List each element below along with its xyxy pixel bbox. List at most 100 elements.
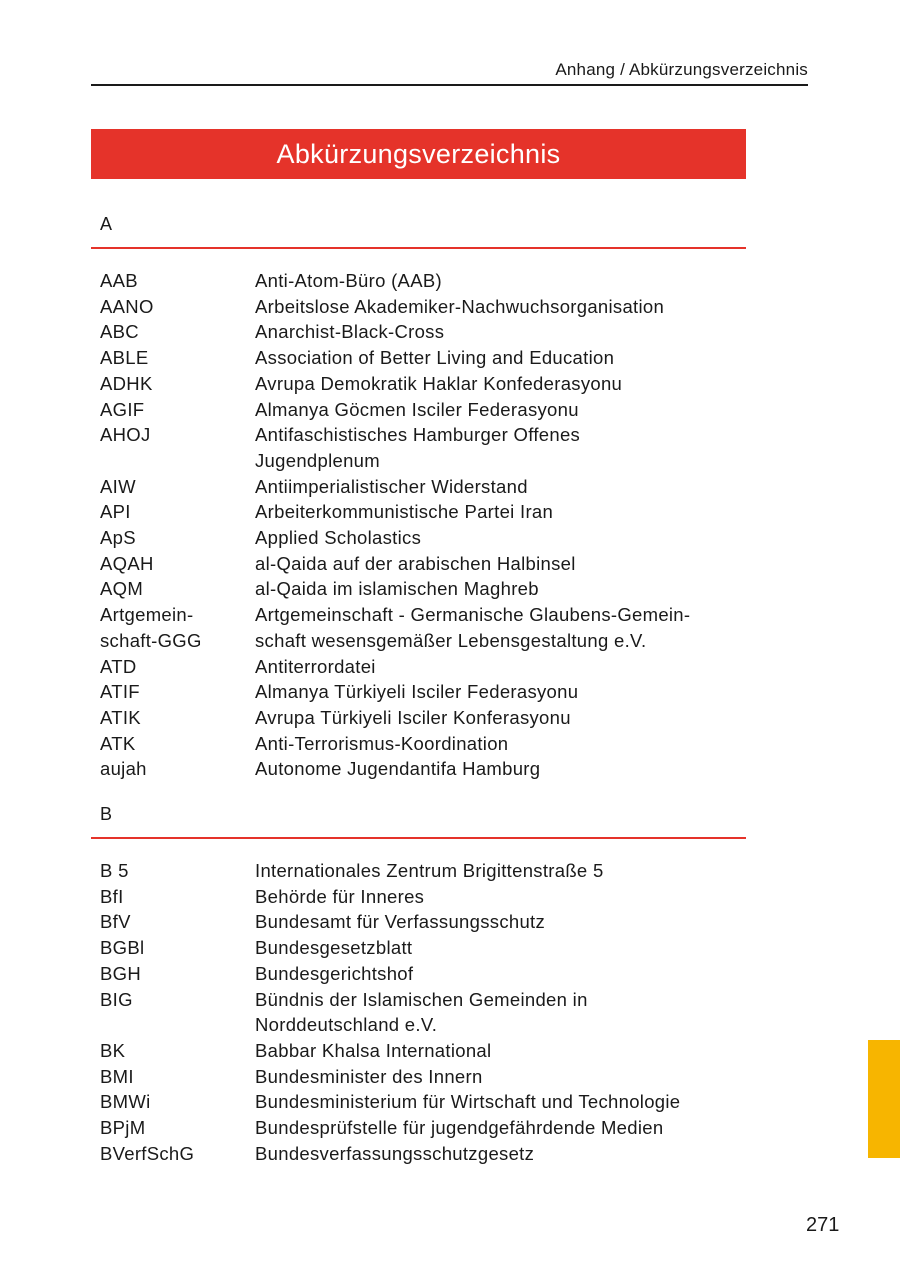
entry-row: BGBl Bundesgesetzblatt <box>91 935 746 961</box>
entry-row: ATIF Almanya Türkiyeli Isciler Federasyon… <box>91 679 746 705</box>
abbreviation: BK <box>100 1039 126 1061</box>
definition: Arbeiterkommunistische Partei Iran <box>255 501 554 523</box>
definition: Antifaschistisches Hamburger Offenes Jug… <box>255 424 581 471</box>
abbreviation: B 5 <box>100 860 129 881</box>
entry-row: AQAH al-Qaida auf der arabischen Halbinse… <box>91 551 746 577</box>
abbreviation: API <box>100 501 131 523</box>
abbreviation: BfV <box>100 911 131 933</box>
entry-row: B 5 Internationales Zentrum Brigittenstra… <box>91 858 746 884</box>
abbreviation: ATIK <box>100 706 141 728</box>
definition: Behörde für Inneres <box>255 885 425 907</box>
abbreviation: ADHK <box>100 372 153 394</box>
entry-row: AQM al-Qaida im islamischen Maghreb <box>91 576 746 602</box>
entry-row: ABC Anarchist-Black-Cross <box>91 319 746 345</box>
entry-row: AHOJ Antifaschistisches Hamburger Offenes… <box>91 422 746 473</box>
definition: al-Qaida auf der arabischen Halbinsel <box>255 552 576 574</box>
definition: Autonome Jugendantifa Hamburg <box>255 758 541 780</box>
entry-row: BfI Behörde für Inneres <box>91 884 746 910</box>
abbreviation: AIW <box>100 475 136 497</box>
section-letter: B <box>100 804 113 824</box>
entry-list: B 5 Internationales Zentrum Brigittenstra… <box>91 858 746 1166</box>
definition: Almanya Göcmen Isciler Federasyonu <box>255 398 579 420</box>
entry-row: BK Babbar Khalsa International <box>91 1038 746 1064</box>
abbreviation: AAB <box>100 270 138 291</box>
definition: Anarchist-Black-Cross <box>255 321 445 343</box>
abbreviation: BGBl <box>100 937 145 959</box>
abbreviation: Artgemein- schaft-GGG <box>100 604 202 651</box>
abbreviation: BfI <box>100 885 124 907</box>
chapter-tab-marker <box>868 1040 900 1158</box>
definition: Anti-Atom-Büro (AAB) <box>255 270 442 291</box>
entry-row: ABLE Association of Better Living and Edu… <box>91 345 746 371</box>
entry-row: AAB Anti-Atom-Büro (AAB) <box>91 268 746 294</box>
abbreviation: BMWi <box>100 1091 151 1113</box>
definition: Arbeitslose Akademiker-Nachwuchsorganisa… <box>255 295 665 317</box>
abbreviation: AGIF <box>100 398 145 420</box>
abbreviation: BVerfSchG <box>100 1142 195 1164</box>
entry-row: ApS Applied Scholastics <box>91 525 746 551</box>
definition: Bundesamt für Verfassungsschutz <box>255 911 546 933</box>
page-title: Abkürzungsverzeichnis <box>91 129 746 179</box>
entry-row: aujah Autonome Jugendantifa Hamburg <box>91 756 746 782</box>
abbreviation: ABLE <box>100 347 149 369</box>
entry-row: AIW Antiimperialistischer Widerstand <box>91 474 746 500</box>
abbreviation: AANO <box>100 295 154 317</box>
definition: Avrupa Demokratik Haklar Konfederasyonu <box>255 372 623 394</box>
entry-row: ATK Anti-Terrorismus-Koordination <box>91 731 746 757</box>
definition: Bundesgerichtshof <box>255 962 414 984</box>
entry-row: BPjM Bundesprüfstelle für jugendgefährden… <box>91 1115 746 1141</box>
definition: Artgemeinschaft - Germanische Glaubens-G… <box>255 604 691 651</box>
definition: Babbar Khalsa International <box>255 1039 492 1061</box>
section-a: A AAB Anti-Atom-Büro (AAB) AANO Arbeitslose… <box>91 214 746 782</box>
entry-row: ADHK Avrupa Demokratik Haklar Konfederasy… <box>91 371 746 397</box>
entry-row: BMI Bundesminister des Innern <box>91 1064 746 1090</box>
abbreviation: BPjM <box>100 1117 146 1139</box>
entry-row: ATD Antiterrordatei <box>91 654 746 680</box>
entry-row: Artgemein- schaft-GGG Artgemeinschaft - G… <box>91 602 746 653</box>
abbreviation: AQM <box>100 578 144 600</box>
running-head: Anhang / Abkürzungsverzeichnis <box>555 60 808 79</box>
entry-row: AGIF Almanya Göcmen Isciler Federasyonu <box>91 397 746 423</box>
abbreviation: BMI <box>100 1065 134 1087</box>
section-rule <box>91 837 746 839</box>
definition: Internationales Zentrum Brigittenstraße … <box>255 860 604 881</box>
definition: Almanya Türkiyeli Isciler Federasyonu <box>255 681 579 703</box>
abbreviation: ATIF <box>100 681 140 703</box>
abbreviation: ATD <box>100 655 137 677</box>
entry-row: API Arbeiterkommunistische Partei Iran <box>91 499 746 525</box>
definition: Bundesprüfstelle für jugendgefährdende M… <box>255 1117 664 1139</box>
entry-row: BVerfSchG Bundesverfassungsschutzgesetz <box>91 1141 746 1167</box>
definition: Association of Better Living and Educati… <box>255 347 615 369</box>
section-letter: A <box>100 214 113 234</box>
abbreviation: BGH <box>100 962 141 984</box>
definition: Antiterrordatei <box>255 655 376 677</box>
section-rule <box>91 247 746 249</box>
entry-row: ATIK Avrupa Türkiyeli Isciler Konferasyon… <box>91 705 746 731</box>
entry-row: BfV Bundesamt für Verfassungsschutz <box>91 909 746 935</box>
section-b: B B 5 Internationales Zentrum Brigittenst… <box>91 804 746 1166</box>
abbreviation: AHOJ <box>100 424 151 446</box>
definition: Anti-Terrorismus-Koordination <box>255 732 509 754</box>
definition: Bundesverfassungsschutzgesetz <box>255 1142 535 1164</box>
definition: Bundesminister des Innern <box>255 1065 483 1087</box>
abbreviation: ATK <box>100 732 136 754</box>
page-number: 271 <box>806 1214 840 1236</box>
entry-list: AAB Anti-Atom-Büro (AAB) AANO Arbeitslose A… <box>91 268 746 782</box>
entry-row: BMWi Bundesministerium für Wirtschaft und… <box>91 1089 746 1115</box>
definition: al-Qaida im islamischen Maghreb <box>255 578 539 600</box>
definition: Antiimperialistischer Widerstand <box>255 475 528 497</box>
entry-row: BIG Bündnis der Islamischen Gemeinden in … <box>91 987 746 1038</box>
definition: Bundesministerium für Wirtschaft und Tec… <box>255 1091 681 1113</box>
abbreviation: ABC <box>100 321 139 343</box>
abbreviation: ApS <box>100 527 136 549</box>
entry-row: AANO Arbeitslose Akademiker-Nachwuchsorga… <box>91 294 746 320</box>
definition: Bundesgesetzblatt <box>255 937 413 959</box>
definition: Avrupa Türkiyeli Isciler Konferasyonu <box>255 706 571 728</box>
definition: Applied Scholastics <box>255 527 422 549</box>
abbreviation: AQAH <box>100 552 154 574</box>
entry-row: BGH Bundesgerichtshof <box>91 961 746 987</box>
abbreviation: aujah <box>100 758 147 780</box>
definition: Bündnis der Islamischen Gemeinden in Nor… <box>255 988 588 1036</box>
header-rule <box>91 84 808 86</box>
abbreviation: BIG <box>100 988 133 1010</box>
